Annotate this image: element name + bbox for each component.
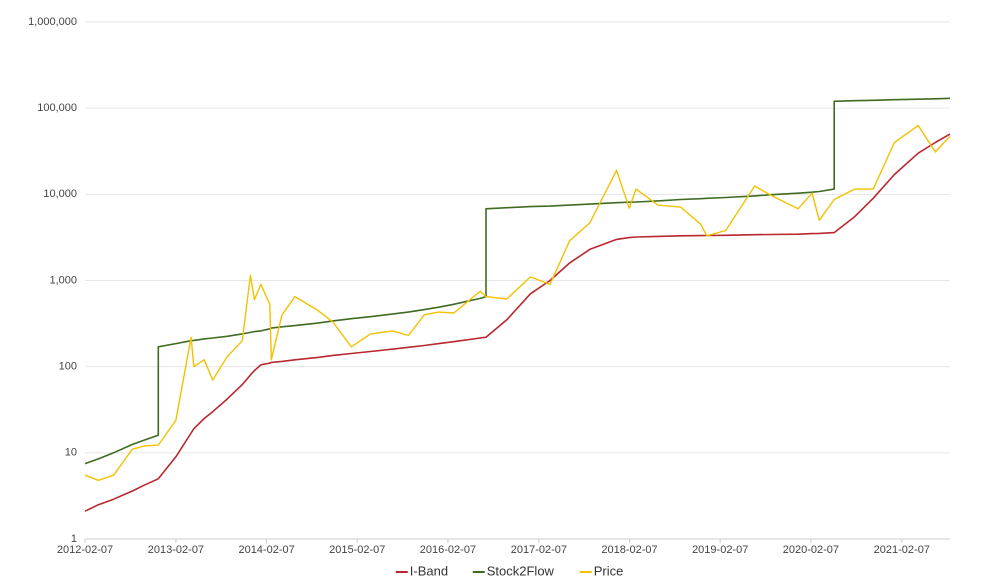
y-tick-label: 1 [71,533,77,545]
legend-label: Stock2Flow [487,563,555,578]
y-tick-label: 100 [59,361,77,373]
series-line [84,124,951,481]
y-tick-label: 10 [65,447,77,459]
x-tick-label: 2020-02-07 [783,544,839,556]
x-tick-label: 2013-02-07 [148,544,204,556]
x-tick-label: 2016-02-07 [420,544,476,556]
series-line [84,97,951,465]
x-tick-label: 2015-02-07 [329,544,385,556]
legend: I-Band Stock2Flow Price [395,563,624,578]
x-tick-label: 2017-02-07 [511,544,567,556]
y-tick-label: 10,000 [43,188,77,200]
legend-label: Price [594,563,624,578]
x-tick-label: 2012-02-07 [57,544,113,556]
x-tick-label: 2019-02-07 [692,544,748,556]
y-tick-label: 1,000 [49,274,77,286]
series-line [84,133,951,512]
x-tick-label: 2014-02-07 [238,544,294,556]
x-tick-label: 2018-02-07 [601,544,657,556]
x-tick-label: 2021-02-07 [874,544,930,556]
y-tick-label: 1,000,000 [28,16,77,28]
y-tick-label: 100,000 [37,102,77,114]
legend-label: I-Band [410,563,448,578]
